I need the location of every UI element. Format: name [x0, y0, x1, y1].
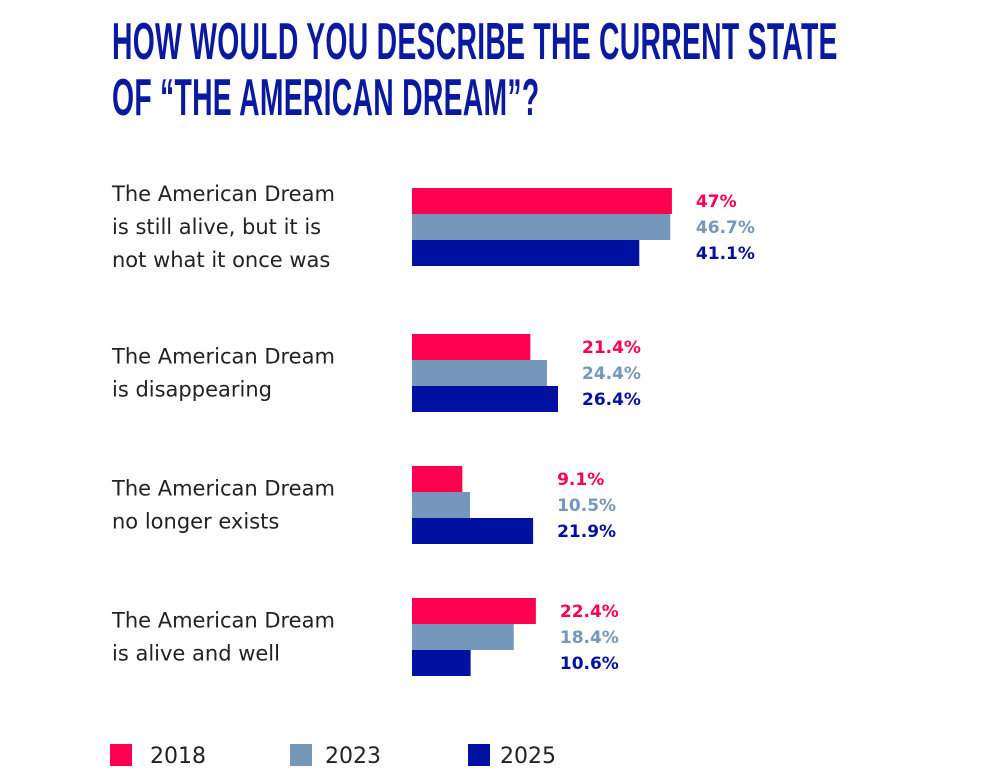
data-label-2025: 10.6%: [560, 654, 619, 674]
category-label: is alive and well: [112, 642, 280, 666]
bar-2023: [412, 360, 547, 386]
category-label: The American Dream: [111, 345, 335, 369]
bar-2023: [412, 214, 671, 240]
data-label-2023: 10.5%: [557, 496, 616, 516]
data-label-2025: 41.1%: [696, 244, 755, 264]
category-label: no longer exists: [112, 510, 279, 534]
bar-2018: [412, 188, 672, 214]
category-label: is disappearing: [112, 378, 272, 402]
chart-title-line-1: HOW WOULD YOU DESCRIBE THE CURRENT STATE: [112, 13, 838, 71]
legend-swatch-2023: [290, 744, 312, 766]
legend-label-2023: 2023: [325, 744, 381, 769]
data-label-2018: 9.1%: [557, 470, 604, 490]
legend-swatch-2025: [468, 744, 490, 766]
bar-2023: [412, 492, 471, 518]
category-label: The American Dream: [111, 182, 335, 206]
data-label-2018: 21.4%: [582, 338, 641, 358]
data-label-2025: 21.9%: [557, 522, 616, 542]
data-label-2018: 47%: [696, 192, 737, 212]
chart-title-line-2: OF “THE AMERICAN DREAM”?: [112, 69, 540, 127]
category-label: The American Dream: [111, 609, 335, 633]
chart-title: HOW WOULD YOU DESCRIBE THE CURRENT STATE…: [112, 14, 838, 126]
legend-label-2025: 2025: [500, 744, 556, 769]
bar-2025: [412, 386, 558, 412]
bar-2025: [412, 650, 471, 676]
data-label-2018: 22.4%: [560, 602, 619, 622]
category-label: not what it once was: [112, 248, 330, 272]
data-label-2023: 18.4%: [560, 628, 619, 648]
data-label-2023: 46.7%: [696, 218, 755, 238]
bar-2018: [412, 466, 463, 492]
bar-2025: [412, 240, 640, 266]
category-label: is still alive, but it is: [112, 215, 321, 239]
bar-2023: [412, 624, 514, 650]
bar-2018: [412, 334, 531, 360]
bar-2018: [412, 598, 536, 624]
data-label-2023: 24.4%: [582, 364, 641, 384]
data-label-2025: 26.4%: [582, 390, 641, 410]
legend-swatch-2018: [110, 744, 132, 766]
category-label: The American Dream: [111, 477, 335, 501]
legend-label-2018: 2018: [150, 744, 206, 769]
bar-2025: [412, 518, 534, 544]
